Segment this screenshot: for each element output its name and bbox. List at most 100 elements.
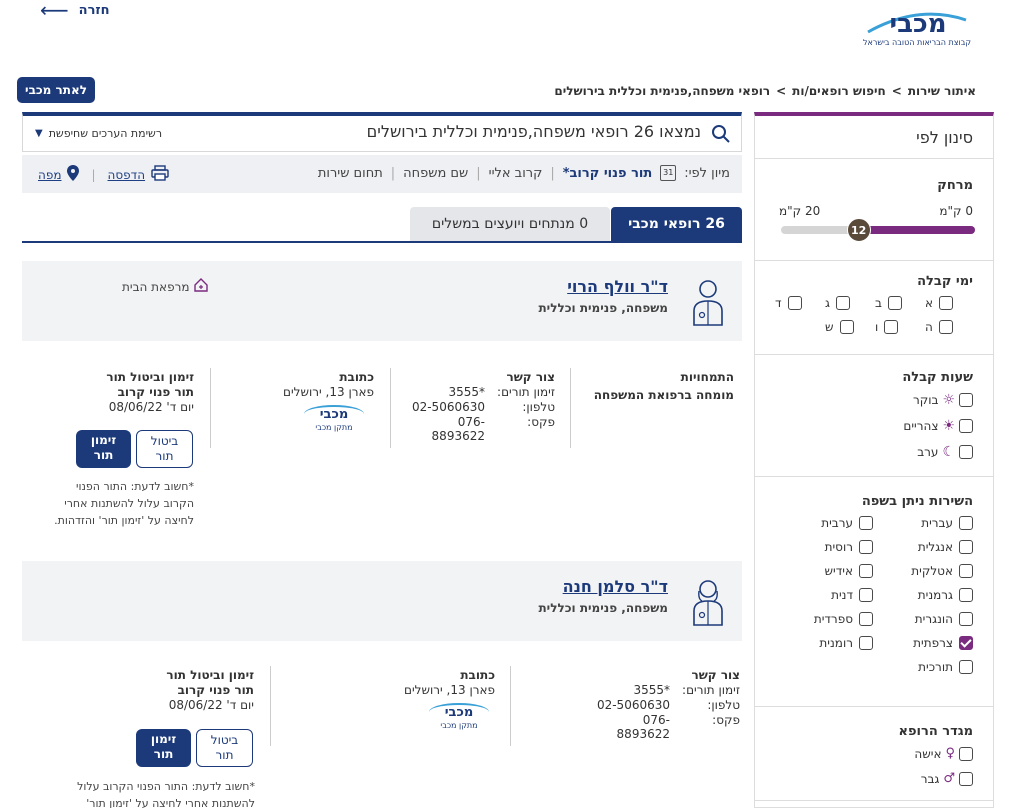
breadcrumb-item[interactable]: חיפוש רופאים/ות (792, 84, 886, 98)
checkbox[interactable] (959, 419, 973, 433)
booking-section: זימון וביטול תור תור פנוי קרוב יום ד' 08… (100, 668, 254, 712)
appointments-value[interactable]: 3555* (633, 683, 670, 697)
distance-slider-handle[interactable]: 12 (846, 218, 871, 242)
doctor-name-link[interactable]: ד"ר וולף הרוי (567, 277, 668, 296)
day-g-checkbox[interactable]: ג (825, 296, 875, 310)
checkbox[interactable] (884, 320, 899, 334)
expertise-title: התמחויות (680, 370, 734, 384)
maccabi-logo[interactable]: מכבי קבוצת הבריאות הטובה בישראל (858, 0, 978, 52)
print-link[interactable]: הדפסה (107, 167, 146, 182)
breadcrumb-separator: > (891, 84, 902, 98)
checkbox[interactable] (859, 636, 873, 650)
day-sh-checkbox[interactable]: ש (825, 320, 875, 334)
day-v-checkbox[interactable]: ו (875, 320, 925, 334)
checkbox[interactable] (959, 612, 973, 626)
day-label: ה (925, 320, 933, 334)
language-label: צרפתית (913, 636, 953, 650)
address-value: פארן 13, ירושלים (283, 385, 374, 399)
distance-slider[interactable]: 12 (781, 218, 975, 242)
checkbox[interactable] (787, 296, 802, 310)
phone-value[interactable]: 02-5060630 (411, 400, 485, 414)
language-checkbox[interactable]: צרפתית (911, 636, 973, 650)
appointments-value[interactable]: 3555* (448, 385, 485, 399)
next-appointment-title: תור פנוי קרוב (117, 385, 194, 399)
evening-checkbox[interactable]: ☾ ערב (903, 444, 973, 460)
column-divider (270, 666, 271, 746)
checkbox[interactable] (859, 612, 873, 626)
address-section: כתובת פארן 13, ירושלים מכבי מתקן מכבי (226, 370, 374, 432)
language-checkbox[interactable]: ערבית (814, 516, 873, 530)
book-appointment-button[interactable]: זימון תור (136, 729, 191, 767)
checkbox[interactable] (839, 320, 854, 334)
sort-option-last-name[interactable]: שם משפחה (403, 165, 469, 181)
language-checkbox[interactable]: אטלקית (911, 564, 973, 578)
language-checkbox[interactable]: תורכית (911, 660, 973, 674)
back-link[interactable]: ⟵ חזרה (40, 0, 110, 20)
saved-list-dropdown[interactable]: ▼ רשימת הערכים שחיפשת (35, 127, 162, 140)
language-checkbox[interactable]: אנגלית (911, 540, 973, 554)
site-button[interactable]: לאתר מכבי (17, 77, 95, 103)
checkbox[interactable] (959, 588, 973, 602)
language-checkbox[interactable]: הונגרית (911, 612, 973, 626)
checkbox[interactable] (859, 588, 873, 602)
noon-checkbox[interactable]: ☀ צהריים (903, 418, 973, 434)
day-h-checkbox[interactable]: ה (925, 320, 975, 334)
map-link[interactable]: מפה (38, 167, 62, 182)
divider (755, 800, 993, 801)
morning-checkbox[interactable]: ☼ בוקר (903, 392, 973, 408)
book-appointment-button[interactable]: זימון תור (76, 430, 131, 468)
checkbox[interactable] (859, 516, 873, 530)
checkbox[interactable] (959, 660, 973, 674)
checkbox[interactable] (859, 564, 873, 578)
language-label: גרמנית (917, 588, 953, 602)
phone-value[interactable]: 02-5060630 (596, 698, 670, 712)
language-checkbox[interactable]: רומנית (814, 636, 873, 650)
language-checkbox[interactable]: דנית (814, 588, 873, 602)
checkbox[interactable] (959, 564, 973, 578)
maccabi-facility-badge: מכבי מתקן מכבי (304, 405, 364, 432)
column-divider (510, 666, 511, 746)
sort-option-near-me[interactable]: קרוב אליי (488, 165, 543, 181)
search-icon[interactable] (711, 124, 731, 148)
language-checkbox[interactable]: עברית (911, 516, 973, 530)
day-d-checkbox[interactable]: ד (775, 296, 825, 310)
tab-maccabi-doctors[interactable]: 26 רופאי מכבי (611, 207, 742, 241)
checkbox[interactable] (959, 771, 973, 786)
checkbox[interactable] (959, 393, 973, 407)
facility-label: מתקן מכבי (315, 423, 353, 432)
checkbox[interactable] (959, 540, 973, 554)
distance-title: מרחק (937, 178, 973, 193)
checkbox[interactable] (859, 540, 873, 554)
male-checkbox[interactable]: ♂ גבר (914, 771, 973, 786)
day-b-checkbox[interactable]: ב (875, 296, 925, 310)
cancel-appointment-button[interactable]: ביטול תור (136, 430, 193, 468)
language-checkbox[interactable]: גרמנית (911, 588, 973, 602)
checkbox[interactable] (835, 296, 850, 310)
language-label: דנית (831, 588, 853, 602)
checkbox[interactable] (887, 296, 902, 310)
language-checkbox[interactable]: אידיש (814, 564, 873, 578)
cancel-appointment-button[interactable]: ביטול תור (196, 729, 253, 767)
checkbox[interactable] (959, 746, 973, 761)
checkbox[interactable] (959, 516, 973, 530)
sort-option-nearest-appointment[interactable]: תור פנוי קרוב* (562, 165, 653, 181)
language-checkbox[interactable]: רוסית (814, 540, 873, 554)
home-clinic-label: מרפאת הבית (122, 280, 190, 294)
female-checkbox[interactable]: ♀ אישה (914, 746, 973, 761)
language-label: אידיש (824, 564, 853, 578)
address-title: כתובת (460, 668, 495, 682)
expertise-section: התמחויות מומחה ברפואת המשפחה (594, 370, 734, 402)
checkbox[interactable] (959, 636, 973, 650)
checkbox[interactable] (959, 445, 973, 459)
distance-slider-fill (858, 226, 975, 234)
language-checkbox[interactable]: ספרדית (814, 612, 873, 626)
sort-option-service[interactable]: תחום שירות (317, 165, 383, 181)
day-a-checkbox[interactable]: א (925, 296, 975, 310)
divider: | (91, 167, 96, 182)
tab-consultants[interactable]: 0 מנתחים ויועצים במשלים (410, 207, 610, 241)
map-pin-icon (67, 165, 80, 184)
doctor-name-link[interactable]: ד"ר סלמן חנה (562, 577, 668, 596)
checkbox[interactable] (938, 320, 953, 334)
breadcrumb-item[interactable]: איתור שירות (907, 84, 976, 98)
checkbox[interactable] (939, 296, 954, 310)
